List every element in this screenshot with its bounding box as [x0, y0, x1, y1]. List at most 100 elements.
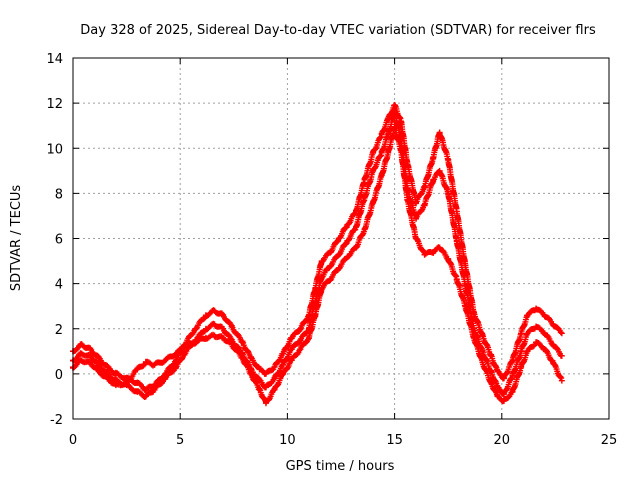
- data-point: [247, 370, 254, 377]
- data-point: [211, 307, 218, 314]
- data-point: [361, 176, 368, 183]
- data-point: [421, 201, 428, 208]
- data-point: [327, 262, 334, 269]
- data-point: [509, 388, 516, 395]
- data-point: [533, 305, 540, 312]
- data-point: [470, 334, 477, 341]
- data-point: [378, 131, 385, 138]
- data-point: [479, 359, 486, 366]
- data-point: [436, 244, 443, 251]
- data-point: [462, 303, 469, 310]
- data-points: [70, 102, 565, 407]
- data-point: [353, 244, 360, 251]
- data-point: [378, 149, 385, 156]
- data-point: [370, 167, 377, 174]
- data-point: [256, 386, 263, 393]
- data-point: [112, 370, 119, 377]
- data-point: [558, 377, 565, 384]
- data-point: [533, 323, 540, 330]
- y-tick-label: -2: [50, 413, 63, 428]
- data-point: [87, 359, 94, 366]
- data-point: [142, 393, 149, 400]
- data-point: [500, 397, 507, 404]
- data-point: [436, 167, 443, 174]
- data-point: [436, 129, 443, 136]
- data-point: [305, 334, 312, 341]
- data-point: [181, 343, 188, 350]
- data-point: [335, 235, 342, 242]
- data-point: [550, 341, 557, 348]
- data-point: [335, 264, 342, 271]
- data-point: [239, 339, 246, 346]
- data-point: [151, 386, 158, 393]
- data-point: [87, 352, 94, 359]
- data-point: [494, 393, 501, 400]
- data-point: [541, 330, 548, 337]
- data-point: [151, 361, 158, 368]
- series-markers: [70, 102, 564, 393]
- data-point: [327, 276, 334, 283]
- data-point: [318, 285, 325, 292]
- x-axis-label: GPS time / hours: [286, 459, 395, 474]
- data-point: [318, 258, 325, 265]
- data-point: [488, 379, 495, 386]
- data-point: [228, 341, 235, 348]
- data-point: [87, 346, 94, 353]
- data-point: [172, 364, 179, 371]
- data-point: [271, 364, 278, 371]
- data-point: [353, 224, 360, 231]
- data-point: [378, 172, 385, 179]
- data-point: [509, 357, 516, 364]
- data-point: [112, 382, 119, 389]
- data-point: [262, 384, 269, 391]
- data-point: [533, 339, 540, 346]
- data-point: [445, 255, 452, 262]
- data-point: [280, 350, 287, 357]
- series-trace-2: [70, 108, 565, 400]
- data-point: [78, 350, 85, 357]
- y-tick-label: 12: [46, 97, 63, 112]
- data-point: [509, 373, 516, 380]
- data-point: [220, 325, 227, 332]
- data-point: [524, 330, 531, 337]
- data-point: [550, 321, 557, 328]
- data-point: [518, 330, 525, 337]
- x-tick-label: 20: [494, 433, 511, 448]
- data-point: [391, 102, 398, 109]
- data-point: [202, 312, 209, 319]
- x-tick-label: 10: [279, 433, 296, 448]
- data-point: [453, 237, 460, 244]
- data-point: [123, 379, 130, 386]
- data-point: [181, 350, 188, 357]
- x-tick-label: 15: [386, 433, 403, 448]
- data-point: [192, 325, 199, 332]
- data-point: [134, 379, 141, 386]
- data-point: [220, 334, 227, 341]
- data-point: [541, 312, 548, 319]
- data-point: [453, 276, 460, 283]
- y-axis-label: SDTVAR / TECUs: [9, 185, 24, 292]
- data-point: [256, 366, 263, 373]
- data-point: [327, 249, 334, 256]
- y-tick-label: 4: [55, 278, 63, 293]
- data-point: [280, 361, 287, 368]
- data-point: [142, 359, 149, 366]
- data-point: [518, 364, 525, 371]
- chart-title: Day 328 of 2025, Sidereal Day-to-day VTE…: [80, 23, 596, 38]
- data-point: [297, 337, 304, 344]
- data-point: [413, 235, 420, 242]
- data-point: [398, 147, 405, 154]
- data-point: [470, 309, 477, 316]
- data-point: [361, 194, 368, 201]
- data-point: [404, 197, 411, 204]
- data-point: [462, 282, 469, 289]
- data-point: [488, 352, 495, 359]
- data-point: [335, 251, 342, 258]
- data-point: [104, 375, 111, 382]
- data-point: [445, 190, 452, 197]
- data-point: [344, 237, 351, 244]
- data-point: [288, 334, 295, 341]
- data-point: [192, 339, 199, 346]
- data-point: [453, 208, 460, 215]
